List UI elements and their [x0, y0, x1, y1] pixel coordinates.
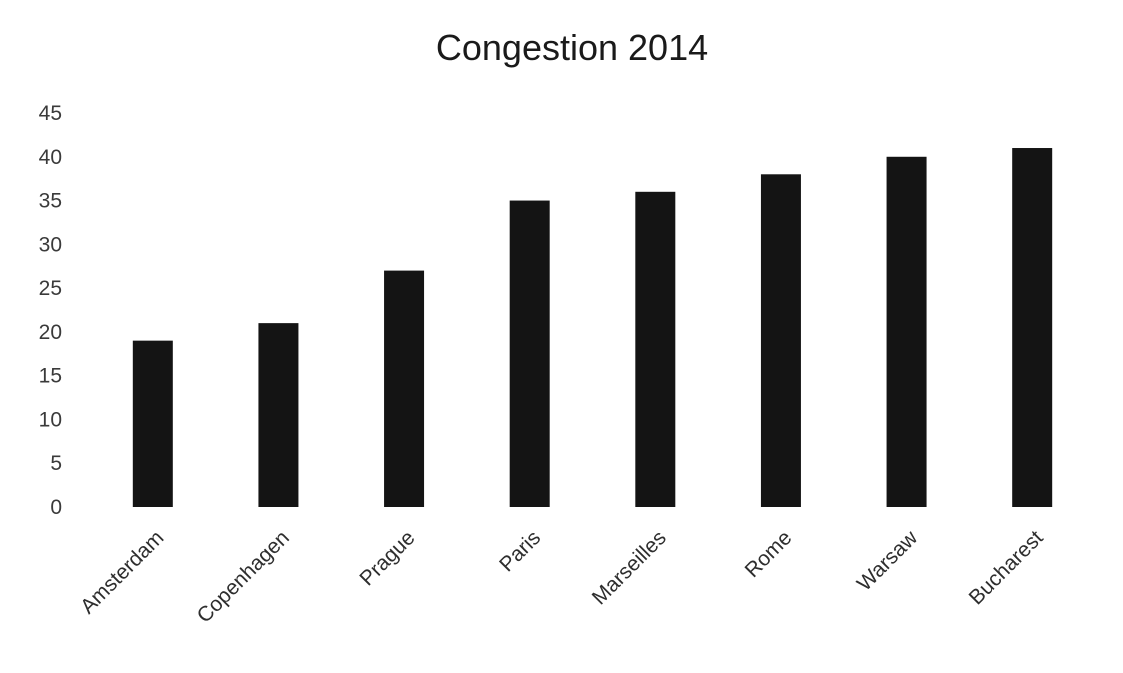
x-tick-label: Paris — [495, 526, 545, 576]
bar-prague — [384, 270, 425, 507]
y-tick-label: 0 — [50, 496, 62, 519]
chart-title: Congestion 2014 — [436, 27, 708, 68]
x-tick-label: Prague — [355, 526, 419, 590]
y-axis: 0 5 10 15 20 25 30 35 40 45 — [39, 102, 62, 519]
bar-copenhagen — [258, 323, 299, 507]
x-tick-label: Bucharest — [965, 526, 1048, 609]
y-tick-label: 45 — [39, 102, 62, 125]
y-tick-label: 35 — [39, 190, 62, 213]
y-tick-label: 30 — [39, 233, 62, 256]
x-tick-label: Copenhagen — [193, 526, 294, 627]
y-tick-label: 5 — [50, 452, 62, 475]
bar-amsterdam — [132, 340, 173, 507]
y-tick-label: 15 — [39, 365, 62, 388]
bar-paris — [509, 200, 550, 508]
x-tick-label: Marseilles — [588, 526, 671, 609]
x-tick-label: Rome — [741, 526, 797, 582]
bar-series — [132, 148, 1053, 508]
y-tick-label: 40 — [39, 146, 62, 169]
x-tick-label: Amsterdam — [76, 526, 168, 618]
x-axis: Amsterdam Copenhagen Prague Paris Marseilles… — [76, 526, 1048, 628]
x-tick-label: Warsaw — [853, 526, 923, 596]
bar-warsaw — [886, 156, 927, 507]
bar-rome — [760, 174, 801, 508]
bar-bucharest — [1012, 148, 1053, 507]
y-tick-label: 25 — [39, 277, 62, 300]
y-tick-label: 10 — [39, 408, 62, 431]
bar-marseilles — [635, 191, 676, 508]
y-tick-label: 20 — [39, 321, 62, 344]
